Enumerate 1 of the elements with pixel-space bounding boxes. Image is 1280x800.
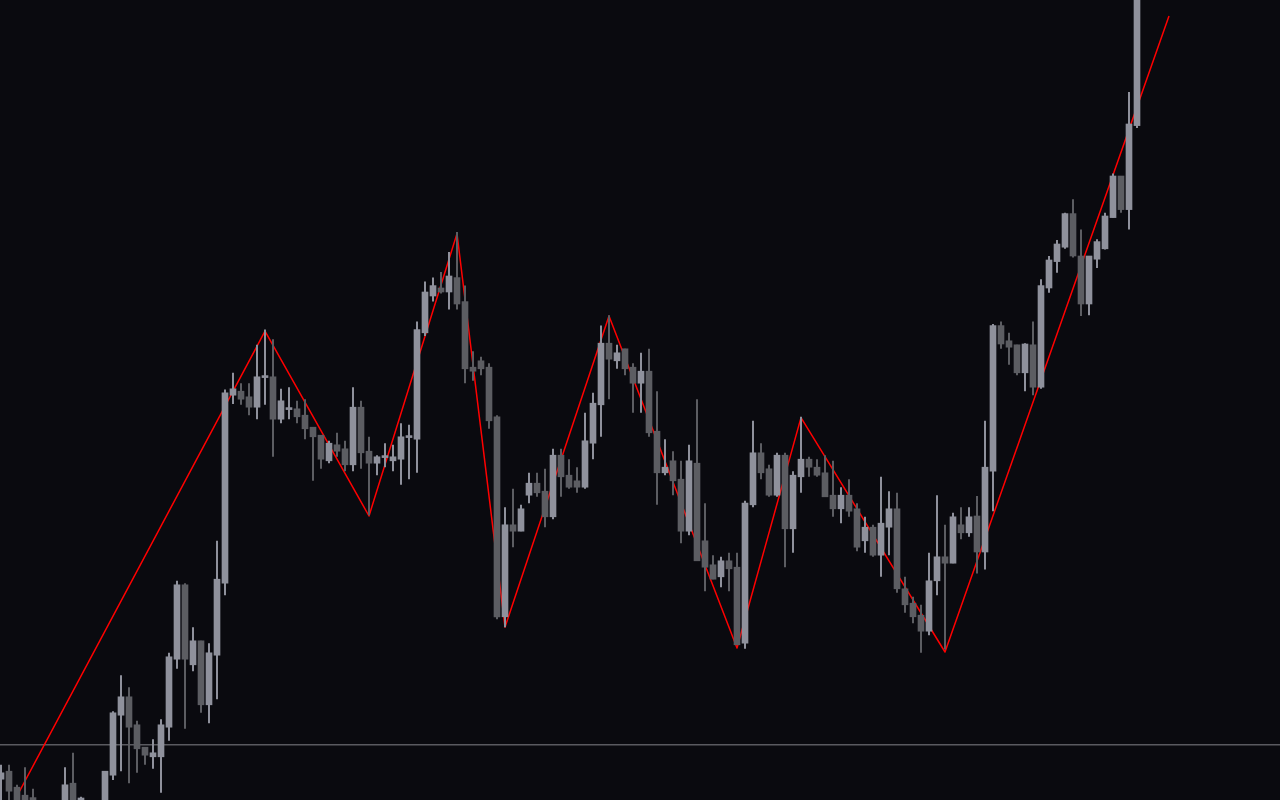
candlestick	[101, 770, 109, 800]
